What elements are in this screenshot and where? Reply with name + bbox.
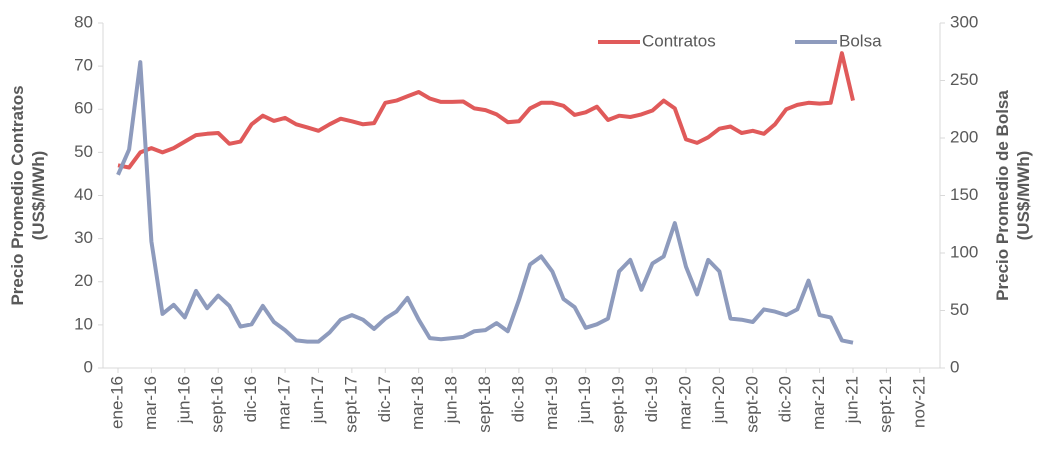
axis-title: (US$/MWh) <box>29 151 48 241</box>
x-tick-label: dic-17 <box>375 376 394 422</box>
y-tick-label: 70 <box>74 56 93 75</box>
x-tick-label: mar-21 <box>809 376 828 430</box>
y-label: Precio Promedio Contratos (US$/MWh) <box>8 85 48 305</box>
x-tick-label: mar-20 <box>675 376 694 430</box>
y2-tick-label: 50 <box>950 300 969 319</box>
x-tick-label: jun-21 <box>842 376 861 424</box>
x-tick-label: jun-17 <box>308 376 327 424</box>
y2-label: Precio Promedio de Bolsa (US$/MWh) <box>993 90 1033 301</box>
x-tick-label: mar-16 <box>141 376 160 430</box>
y-tick-label: 40 <box>74 185 93 204</box>
x-tick-label: dic-16 <box>241 376 260 422</box>
y-tick-label: 30 <box>74 228 93 247</box>
x-tick-label: jun-20 <box>709 376 728 424</box>
x-tick-label: mar-19 <box>542 376 561 430</box>
x-tick-label: sept-20 <box>742 376 761 433</box>
x-tick-label: mar-18 <box>408 376 427 430</box>
y2-tick-label: 250 <box>950 70 978 89</box>
x-tick-label: dic-18 <box>508 376 527 422</box>
x-tick-label: jun-16 <box>174 376 193 424</box>
y-tick-label: 60 <box>74 99 93 118</box>
x-tick-label: jun-19 <box>575 376 594 424</box>
y2-tick-label: 100 <box>950 242 978 261</box>
x-tick-label: sept-21 <box>876 376 895 433</box>
series-line <box>117 51 855 170</box>
y-tick-label: 10 <box>74 314 93 333</box>
y-tick-label: 20 <box>74 271 93 290</box>
y2-tick-label: 150 <box>950 185 978 204</box>
y2-tick-label: 200 <box>950 127 978 146</box>
x-tick-label: nov-21 <box>909 376 928 428</box>
axis-title: (US$/MWh) <box>1014 151 1033 241</box>
x-tick-label: mar-17 <box>275 376 294 430</box>
series-line <box>116 60 854 345</box>
x-tick-label: dic-20 <box>776 376 795 422</box>
legend-label: Contratos <box>642 31 716 50</box>
y-tick-label: 80 <box>74 12 93 31</box>
legend-label: Bolsa <box>839 31 882 50</box>
y2-tick-label: 0 <box>950 357 959 376</box>
x-tick-label: dic-19 <box>642 376 661 422</box>
y2-tick-label: 300 <box>950 12 978 31</box>
x-tick-label: sept-18 <box>475 376 494 433</box>
y-tick-label: 0 <box>84 357 93 376</box>
y-tick-label: 50 <box>74 142 93 161</box>
x-tick-label: sept-16 <box>208 376 227 433</box>
axis-title: Precio Promedio Contratos <box>8 85 27 305</box>
x-tick-label: sept-19 <box>609 376 628 433</box>
x-tick-label: ene-16 <box>107 376 126 429</box>
x-tick-label: jun-18 <box>442 376 461 424</box>
x-tick-label: sept-17 <box>341 376 360 433</box>
axis-title: Precio Promedio de Bolsa <box>993 90 1012 301</box>
